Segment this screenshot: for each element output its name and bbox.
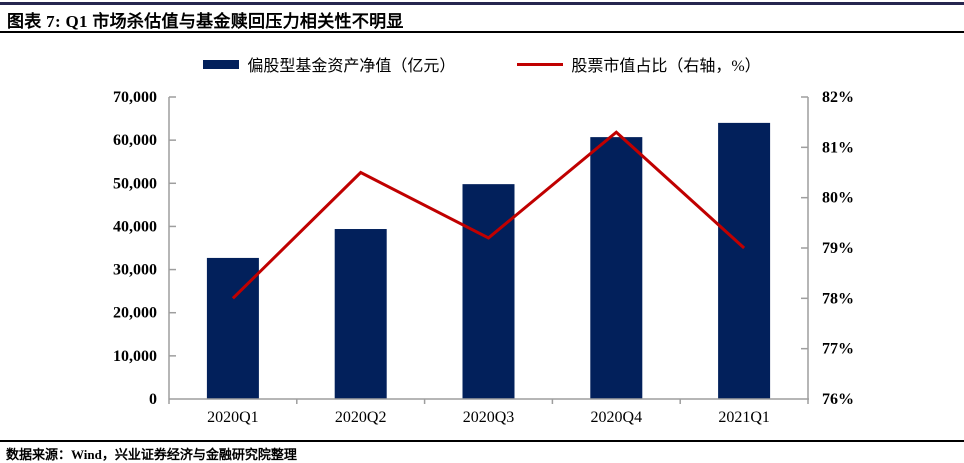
y-right-label: 80% [822,190,854,207]
footer-divider [0,440,964,442]
y-left-label: 40,000 [113,218,157,235]
y-left-label: 20,000 [113,305,157,322]
y-right-label: 82% [822,89,854,106]
y-left-label: 50,000 [113,175,157,192]
data-source-note: 数据来源：Wind，兴业证券经济与金融研究院整理 [6,447,297,462]
x-label-2020Q2: 2020Q2 [335,409,387,426]
y-right-label: 77% [822,341,854,358]
y-right-label: 81% [822,139,854,156]
bar-2021Q1 [718,122,771,399]
y-left-label: 70,000 [113,89,157,106]
legend-label: 偏股型基金资产净值（亿元） [247,58,456,75]
x-label-2020Q1: 2020Q1 [207,409,259,426]
y-left-label: 0 [149,391,157,408]
y-left-label: 60,000 [113,132,157,149]
legend-label: 股票市值占比（右轴，%） [571,58,761,75]
y-right-label: 76% [822,391,854,408]
legend-item-equity-ratio: 股票市值占比（右轴，%） [517,52,761,76]
y-left-label: 30,000 [113,262,157,279]
figure-title: 图表 7: Q1 市场杀估值与基金赎回压力相关性不明显 [7,12,404,31]
y-right-label: 78% [822,290,854,307]
x-label-2020Q4: 2020Q4 [591,409,643,426]
bar-series-swatch-icon [203,59,240,69]
top-rule [0,2,964,5]
y-left-label: 10,000 [113,348,157,365]
line-series-swatch-icon [517,62,564,66]
equity-ratio-line [231,130,746,300]
x-label-2020Q3: 2020Q3 [463,409,515,426]
x-label-2021Q1: 2021Q1 [718,409,770,426]
bar-2020Q4 [590,137,643,399]
chart-legend: 偏股型基金资产净值（亿元） 股票市值占比（右轴，%） [0,52,964,76]
legend-item-fund-nav: 偏股型基金资产净值（亿元） [203,52,455,76]
bar-2020Q2 [334,229,387,399]
y-right-label: 79% [822,240,854,257]
title-divider [0,31,964,33]
bar-2020Q3 [462,184,515,399]
